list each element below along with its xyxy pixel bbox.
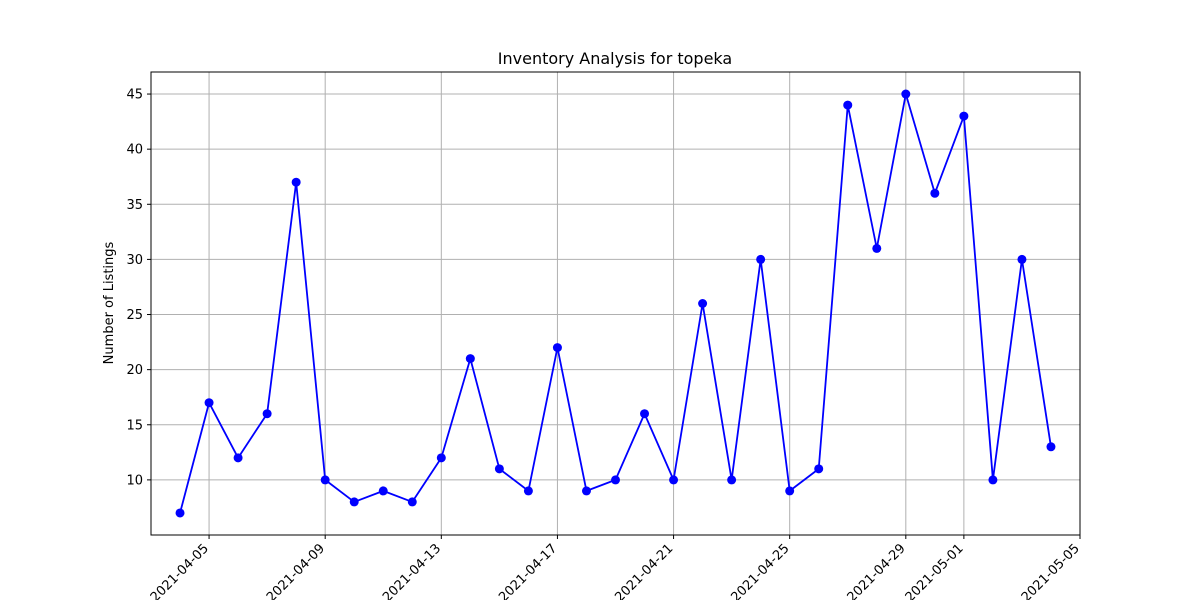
x-tick-label: 2021-05-05 [1019, 541, 1083, 600]
data-point [262, 409, 272, 419]
y-tick-label: 30 [126, 253, 143, 268]
data-point [320, 475, 330, 485]
data-point [291, 177, 301, 187]
y-tick-label: 15 [126, 418, 143, 433]
data-point [436, 453, 446, 463]
data-point [523, 486, 533, 496]
y-tick-label: 45 [126, 88, 143, 103]
y-tick-label: 35 [126, 198, 143, 213]
series-layer [175, 89, 1056, 518]
y-tick-layer: 10 15 20 25 30 35 40 45 [126, 88, 151, 488]
data-point [175, 508, 185, 518]
data-point [407, 497, 417, 507]
data-point [465, 354, 475, 364]
plot-frame [150, 71, 1081, 536]
x-tick-label: 2021-04-17 [496, 541, 560, 600]
data-point [640, 409, 650, 419]
data-point [378, 486, 388, 496]
data-point [988, 475, 998, 485]
x-tick-layer: 2021-04-05 2021-04-09 2021-04-13 2021-04-17… [148, 535, 1083, 600]
chart-title: Inventory Analysis for topeka [498, 49, 732, 68]
data-point [494, 464, 504, 474]
data-point [785, 486, 795, 496]
data-point [930, 188, 940, 198]
data-point [1017, 254, 1027, 264]
data-point [698, 299, 708, 308]
y-tick-label: 20 [126, 363, 143, 378]
x-tick-label: 2021-04-09 [264, 541, 328, 600]
x-tick-label: 2021-05-01 [903, 541, 967, 600]
data-point [552, 343, 562, 353]
x-tick-label: 2021-04-13 [380, 541, 444, 600]
data-point [959, 111, 969, 121]
y-tick-label: 40 [126, 143, 143, 158]
x-tick-label: 2021-04-21 [612, 541, 676, 600]
data-point [204, 398, 214, 408]
data-point [669, 475, 679, 485]
data-point [814, 464, 824, 474]
y-tick-label: 10 [126, 473, 143, 488]
x-tick-label: 2021-04-05 [148, 541, 212, 600]
grid-layer [151, 72, 1081, 535]
data-point [872, 243, 882, 253]
axes-layer [150, 71, 1081, 536]
data-point [727, 475, 737, 485]
data-point [611, 475, 620, 485]
y-tick-label: 25 [126, 308, 143, 323]
data-point [1046, 442, 1056, 452]
x-tick-label: 2021-04-29 [845, 541, 909, 600]
data-point [233, 453, 243, 463]
series-line [179, 93, 1052, 514]
data-point [756, 254, 766, 264]
data-point [843, 100, 853, 110]
data-point [901, 89, 911, 99]
x-tick-label: 2021-04-25 [728, 541, 792, 600]
data-point [581, 486, 591, 496]
data-point [349, 497, 359, 507]
y-axis-label: Number of Listings [102, 241, 117, 364]
